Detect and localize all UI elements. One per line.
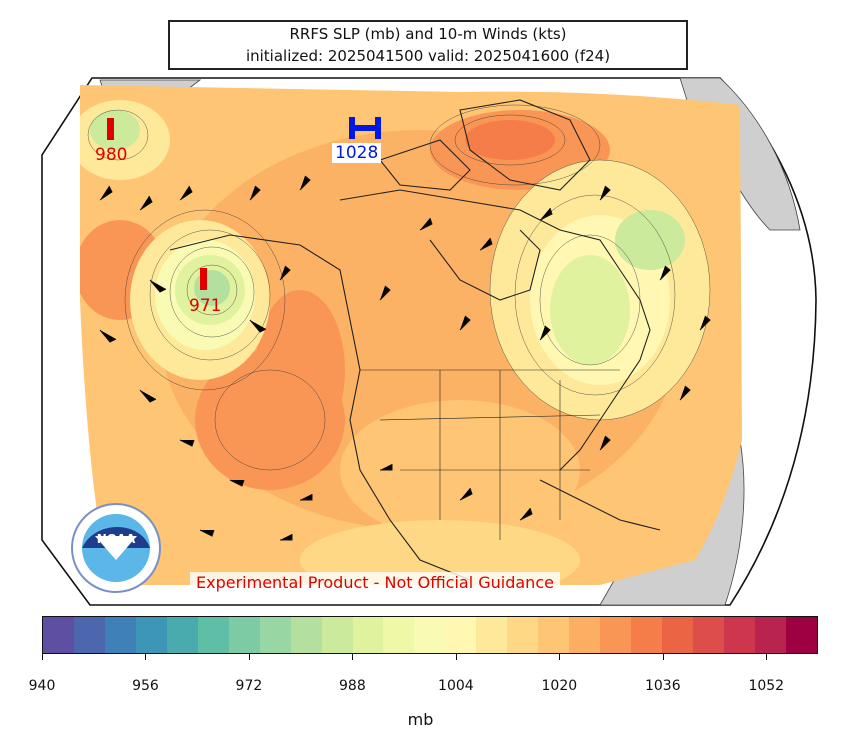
colorbar-tick <box>766 654 768 660</box>
colorbar-tick-label: 1052 <box>748 678 785 694</box>
colorbar-tick <box>352 654 354 660</box>
colorbar-swatch <box>693 617 724 653</box>
plot-title: RRFS SLP (mb) and 10-m Winds (kts) initi… <box>168 20 688 70</box>
low-center-label: 980 <box>95 145 128 165</box>
colorbar-tick <box>42 654 43 660</box>
colorbar-swatch <box>507 617 539 653</box>
colorbar-swatch <box>600 617 632 653</box>
colorbar-tick-label: 1036 <box>644 678 681 694</box>
colorbar-swatch <box>135 617 167 653</box>
colorbar-swatch <box>197 617 229 653</box>
colorbar-tick <box>455 654 457 660</box>
colorbar-tick-label: 972 <box>235 678 263 694</box>
low-marker <box>200 268 207 290</box>
isobars <box>87 104 711 471</box>
colorbar-swatch <box>104 617 136 653</box>
colorbar-swatch <box>538 617 570 653</box>
colorbar-swatch <box>383 617 415 653</box>
colorbar-swatch <box>569 617 601 653</box>
colorbar-tick-label: 1004 <box>438 678 474 694</box>
colorbar-swatch <box>476 617 508 653</box>
colorbar-tick-label: 956 <box>132 678 159 694</box>
colorbar-tick-label: 940 <box>28 678 56 694</box>
colorbar-tick-label: 1020 <box>541 678 578 694</box>
colorbar-tick <box>248 654 250 660</box>
wind-barbs <box>99 175 711 541</box>
colorbar-swatch <box>445 617 477 653</box>
high-center-label: 1028 <box>332 143 382 163</box>
colorbar-swatch <box>290 617 322 653</box>
colorbar-swatch <box>259 617 291 653</box>
noaa-logo: NOAA <box>71 503 161 593</box>
colorbar-tick <box>145 654 147 660</box>
title-line-2: initialized: 2025041500 valid: 202504160… <box>245 47 611 65</box>
colorbar-swatch <box>352 617 384 653</box>
title-line-1: RRFS SLP (mb) and 10-m Winds (kts) <box>289 25 567 43</box>
colorbar <box>42 616 818 654</box>
experimental-watermark: Experimental Product - Not Official Guid… <box>190 572 560 593</box>
colorbar-swatch <box>785 617 817 653</box>
colorbar-swatch <box>662 617 694 653</box>
colorbar-swatch <box>631 617 663 653</box>
colorbar-tick <box>662 654 664 660</box>
colorbar-swatch <box>723 617 755 653</box>
high-marker <box>349 117 381 139</box>
low-marker <box>107 118 114 140</box>
colorbar-tick <box>559 654 561 660</box>
slp-field <box>80 85 742 585</box>
borders <box>360 369 620 540</box>
colorbar-swatch <box>321 617 353 653</box>
colorbar-label: mb <box>407 710 434 729</box>
colorbar-swatch <box>43 617 74 653</box>
colorbar-swatch <box>73 617 105 653</box>
low-center-label: 971 <box>189 296 222 316</box>
colorbar-swatch <box>166 617 198 653</box>
colorbar-swatch <box>414 617 446 653</box>
colorbar-tick-label: 988 <box>339 678 366 694</box>
noaa-logo-text: NOAA <box>97 532 136 546</box>
colorbar-swatch <box>754 617 786 653</box>
colorbar-swatch <box>228 617 260 653</box>
